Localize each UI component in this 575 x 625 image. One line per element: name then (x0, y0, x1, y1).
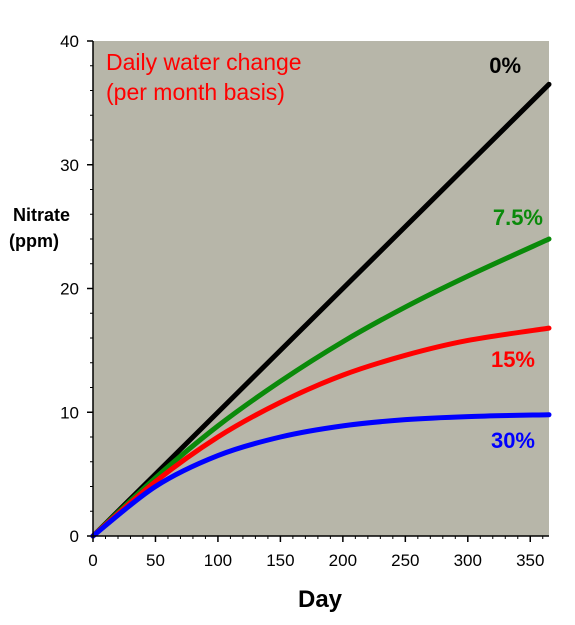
x-tick-label: 200 (329, 551, 357, 570)
x-tick-label: 0 (88, 551, 97, 570)
series-line-2 (90, 325, 552, 539)
series-line-1 (90, 236, 552, 539)
y-tick-label: 10 (60, 403, 79, 422)
x-tick-label: 150 (266, 551, 294, 570)
annotation-line-1: Daily water change (106, 49, 302, 75)
series-label-0pct: 0% (489, 53, 521, 78)
series-label-15pct: 15% (491, 347, 535, 372)
y-tick-label: 20 (60, 280, 79, 299)
plot-area (93, 41, 549, 536)
series-line-3 (90, 412, 552, 539)
x-tick-label: 100 (204, 551, 232, 570)
y-tick-label: 40 (60, 32, 79, 51)
series-label-30pct: 30% (491, 428, 535, 453)
x-tick-label: 350 (516, 551, 544, 570)
ticks-layer: 0 10 20 30 40 0 50 100 150 200 250 300 350 (60, 32, 544, 570)
x-tick-label: 300 (454, 551, 482, 570)
series-label-7-5pct: 7.5% (493, 205, 543, 230)
annotation-line-2: (per month basis) (106, 79, 285, 105)
y-tick-label: 0 (70, 527, 79, 546)
series-line-0 (90, 81, 552, 539)
y-axis-title-line-2: (ppm) (9, 231, 59, 251)
x-tick-label: 50 (146, 551, 165, 570)
y-axis-title-line-1: Nitrate (13, 205, 70, 225)
series-layer (90, 81, 552, 539)
y-tick-label: 30 (60, 156, 79, 175)
x-axis-title: Day (298, 586, 343, 613)
x-tick-label: 250 (391, 551, 419, 570)
